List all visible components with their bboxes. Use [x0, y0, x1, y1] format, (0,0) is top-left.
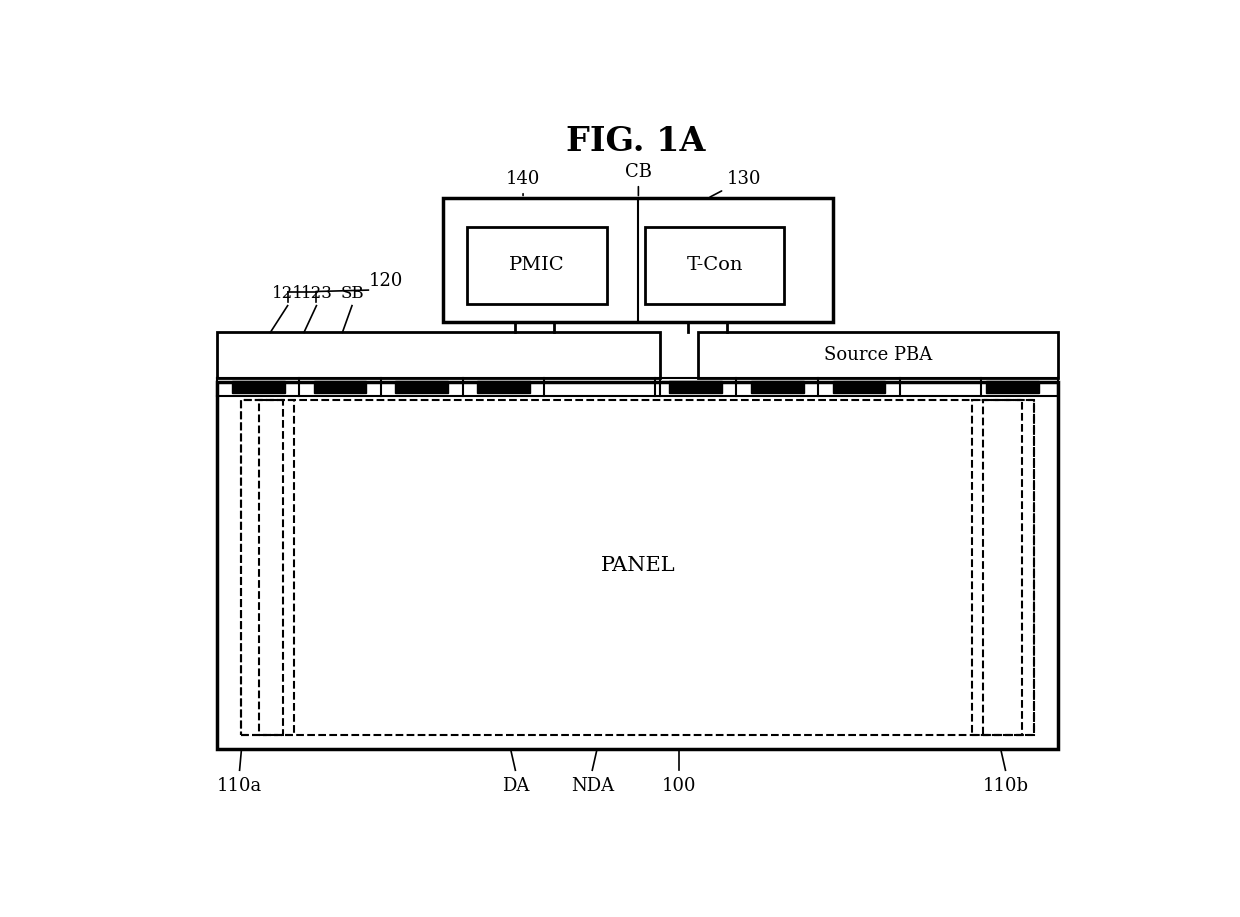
Text: 100: 100	[661, 778, 696, 795]
FancyBboxPatch shape	[232, 381, 285, 393]
FancyBboxPatch shape	[444, 198, 832, 322]
Text: NDA: NDA	[570, 778, 614, 795]
Text: 130: 130	[711, 171, 761, 197]
Text: 140: 140	[506, 171, 541, 195]
Text: PMIC: PMIC	[510, 257, 564, 274]
Text: 121: 121	[272, 285, 304, 302]
Text: 123: 123	[300, 285, 332, 302]
FancyBboxPatch shape	[670, 381, 722, 393]
FancyBboxPatch shape	[314, 381, 367, 393]
Text: FIG. 1A: FIG. 1A	[565, 126, 706, 159]
FancyBboxPatch shape	[751, 381, 804, 393]
Text: CL: CL	[701, 335, 791, 355]
FancyBboxPatch shape	[832, 381, 885, 393]
Text: SB: SB	[340, 285, 363, 302]
Text: 120: 120	[368, 272, 403, 290]
FancyBboxPatch shape	[467, 226, 606, 304]
FancyBboxPatch shape	[698, 333, 1058, 379]
FancyBboxPatch shape	[396, 381, 448, 393]
Text: PANEL: PANEL	[601, 556, 676, 575]
Text: 110b: 110b	[982, 778, 1028, 795]
FancyBboxPatch shape	[645, 226, 785, 304]
Text: CB: CB	[625, 163, 652, 195]
FancyBboxPatch shape	[217, 381, 1058, 749]
Text: T-Con: T-Con	[687, 257, 743, 274]
Text: 110a: 110a	[217, 778, 262, 795]
FancyBboxPatch shape	[217, 333, 660, 379]
Text: DA: DA	[502, 778, 529, 795]
FancyBboxPatch shape	[477, 381, 529, 393]
Text: Source PBA: Source PBA	[823, 346, 931, 364]
FancyBboxPatch shape	[986, 381, 1039, 393]
